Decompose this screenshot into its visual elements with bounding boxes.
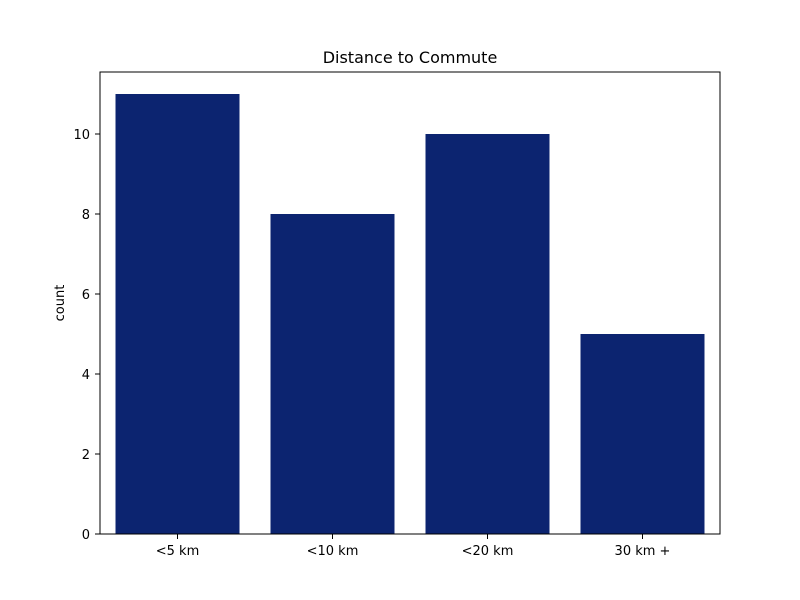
bars-layer [115, 94, 705, 534]
plot-frame [99, 71, 721, 535]
bar [270, 214, 395, 534]
x-axis-ticks: <5 km <10 km <20 km 30 km + [156, 534, 671, 559]
y-tick-label: 0 [82, 528, 90, 543]
y-tick-label: 6 [82, 288, 90, 303]
y-tick-label: 4 [82, 368, 90, 383]
y-tick-label: 8 [82, 208, 90, 223]
bar [425, 134, 550, 534]
y-tick-label: 10 [73, 128, 90, 143]
y-axis-label: count [53, 285, 68, 322]
x-tick-label: <10 km [307, 544, 359, 559]
x-tick-label: <5 km [156, 544, 200, 559]
bar [580, 334, 705, 534]
x-tick-label: 30 km + [615, 544, 671, 559]
bar [115, 94, 240, 534]
y-axis-ticks: 0 2 4 6 8 10 [73, 128, 100, 543]
x-tick-label: <20 km [462, 544, 514, 559]
y-tick-label: 2 [82, 448, 90, 463]
chart-title: Distance to Commute [323, 48, 498, 67]
